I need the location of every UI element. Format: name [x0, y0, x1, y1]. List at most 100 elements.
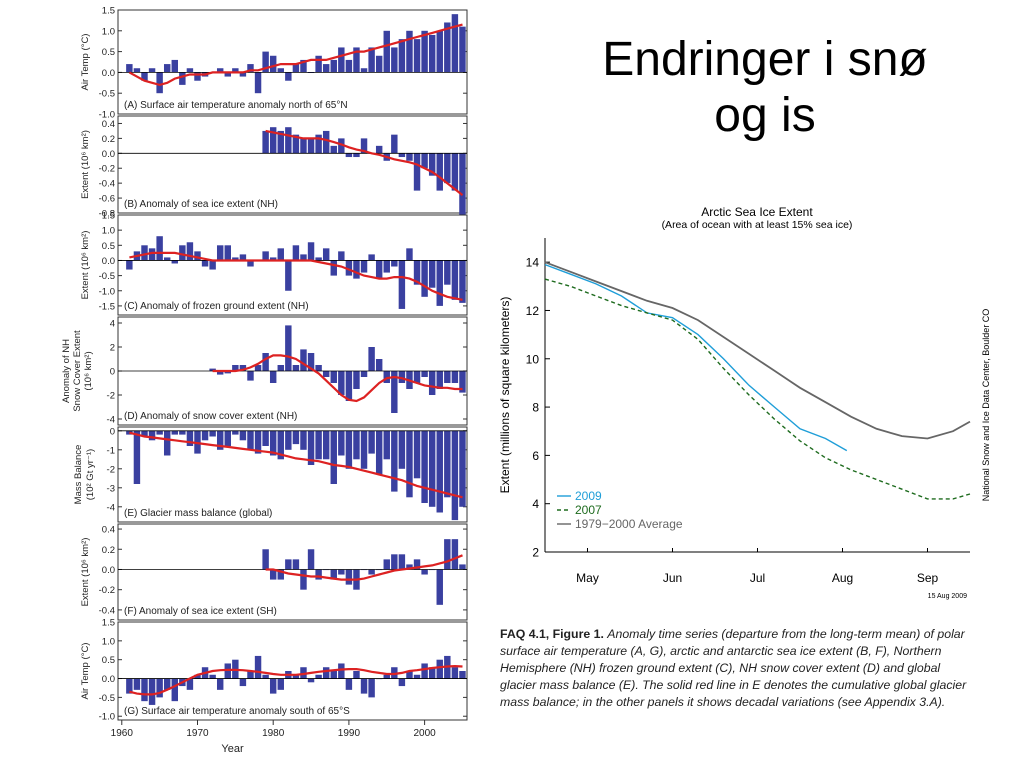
- bar: [383, 559, 390, 570]
- bar: [330, 145, 337, 154]
- bar: [239, 678, 247, 687]
- bar: [421, 371, 428, 377]
- y-tick-label: -0.5: [99, 89, 115, 100]
- bar: [330, 59, 337, 73]
- bar: [300, 430, 307, 450]
- bar: [216, 68, 224, 73]
- bar: [383, 430, 390, 460]
- bar: [277, 569, 284, 580]
- bar: [262, 430, 269, 446]
- bar: [451, 667, 459, 679]
- bar: [285, 127, 292, 154]
- bar: [375, 359, 383, 371]
- bar: [421, 663, 428, 679]
- bar: [338, 47, 345, 73]
- bar: [459, 371, 466, 393]
- bar: [262, 674, 269, 679]
- y-axis-label: Extent (10⁶ km²): [80, 130, 91, 199]
- bar: [413, 559, 421, 570]
- bar: [459, 430, 466, 507]
- bar: [398, 260, 406, 309]
- bar: [353, 153, 360, 158]
- y-tick-label: 1.5: [102, 211, 115, 222]
- bar: [338, 663, 345, 679]
- y-tick-label: -1.5: [99, 301, 115, 312]
- y-tick-label: 0.4: [102, 119, 115, 130]
- bar: [300, 349, 307, 371]
- bar: [148, 248, 156, 261]
- bar: [186, 430, 194, 446]
- bar: [338, 371, 345, 395]
- bar: [436, 260, 443, 306]
- bar: [307, 549, 315, 570]
- bar: [315, 257, 322, 261]
- y-tick-label: 14: [526, 256, 540, 270]
- x-tick-label: 1980: [262, 728, 285, 739]
- bar: [421, 569, 428, 575]
- bar: [171, 430, 178, 435]
- bar: [360, 138, 368, 154]
- y-tick-label: -0.5: [99, 693, 115, 704]
- bar: [451, 371, 459, 383]
- x-tick-label: May: [576, 571, 599, 585]
- bar: [391, 667, 398, 679]
- bar: [141, 72, 148, 81]
- bar: [186, 242, 194, 261]
- bar: [444, 371, 451, 383]
- bar: [254, 72, 262, 94]
- bar: [413, 39, 421, 73]
- bar: [224, 72, 231, 77]
- bar: [360, 430, 368, 469]
- bar: [330, 671, 337, 679]
- bar: [292, 134, 300, 154]
- y-tick-label: -0.8: [99, 209, 115, 220]
- bar: [269, 371, 277, 383]
- bar: [163, 430, 171, 456]
- bar: [262, 130, 269, 154]
- bar: [368, 678, 375, 698]
- bar: [247, 671, 254, 679]
- y-axis-label: Snow Cover Extent: [72, 330, 83, 412]
- y-tick-label: -2: [107, 391, 115, 402]
- panel-frame: [117, 115, 468, 214]
- bar: [436, 659, 443, 679]
- y-tick-label: 2: [532, 546, 539, 560]
- bar: [413, 371, 421, 383]
- series-line-2009: [544, 263, 848, 452]
- y-tick-label: -0.2: [99, 585, 115, 596]
- bar: [451, 430, 459, 521]
- y-tick-label: 0.4: [102, 525, 115, 536]
- y-tick-label: -0.5: [99, 271, 115, 282]
- bar: [375, 260, 383, 279]
- x-tick-label: Jul: [750, 571, 765, 585]
- bar: [133, 678, 141, 690]
- bar: [383, 30, 390, 73]
- bar: [269, 430, 277, 456]
- y-tick-label: 8: [532, 401, 539, 415]
- bar: [338, 430, 345, 456]
- bar: [277, 248, 284, 261]
- bar: [201, 260, 209, 267]
- bar: [269, 678, 277, 694]
- smoothed-line: [212, 354, 463, 403]
- bar: [307, 353, 315, 371]
- y-tick-label: 6: [532, 449, 539, 463]
- panel-annotation: (F) Anomaly of sea ice extent (SH): [124, 606, 277, 617]
- bar: [428, 667, 436, 679]
- bar: [368, 569, 375, 575]
- bar: [330, 260, 337, 276]
- bar: [285, 72, 292, 81]
- caption-body: Anomaly time series (departure from the …: [500, 627, 967, 709]
- y-tick-label: 0.0: [102, 674, 115, 685]
- bar: [171, 678, 178, 702]
- bar: [186, 678, 194, 690]
- y-tick-label: -0.4: [99, 179, 115, 190]
- panel-frame: [117, 523, 468, 621]
- y-tick-label: 4: [110, 319, 115, 330]
- bar: [126, 678, 133, 694]
- bar: [179, 430, 186, 435]
- y-tick-label: 0.5: [102, 655, 115, 666]
- arctic-sea-ice-chart: Arctic Sea Ice Extent(Area of ocean with…: [498, 205, 991, 600]
- bar: [247, 260, 254, 267]
- panel-annotation: (C) Anomaly of frozen ground extent (NH): [124, 301, 309, 312]
